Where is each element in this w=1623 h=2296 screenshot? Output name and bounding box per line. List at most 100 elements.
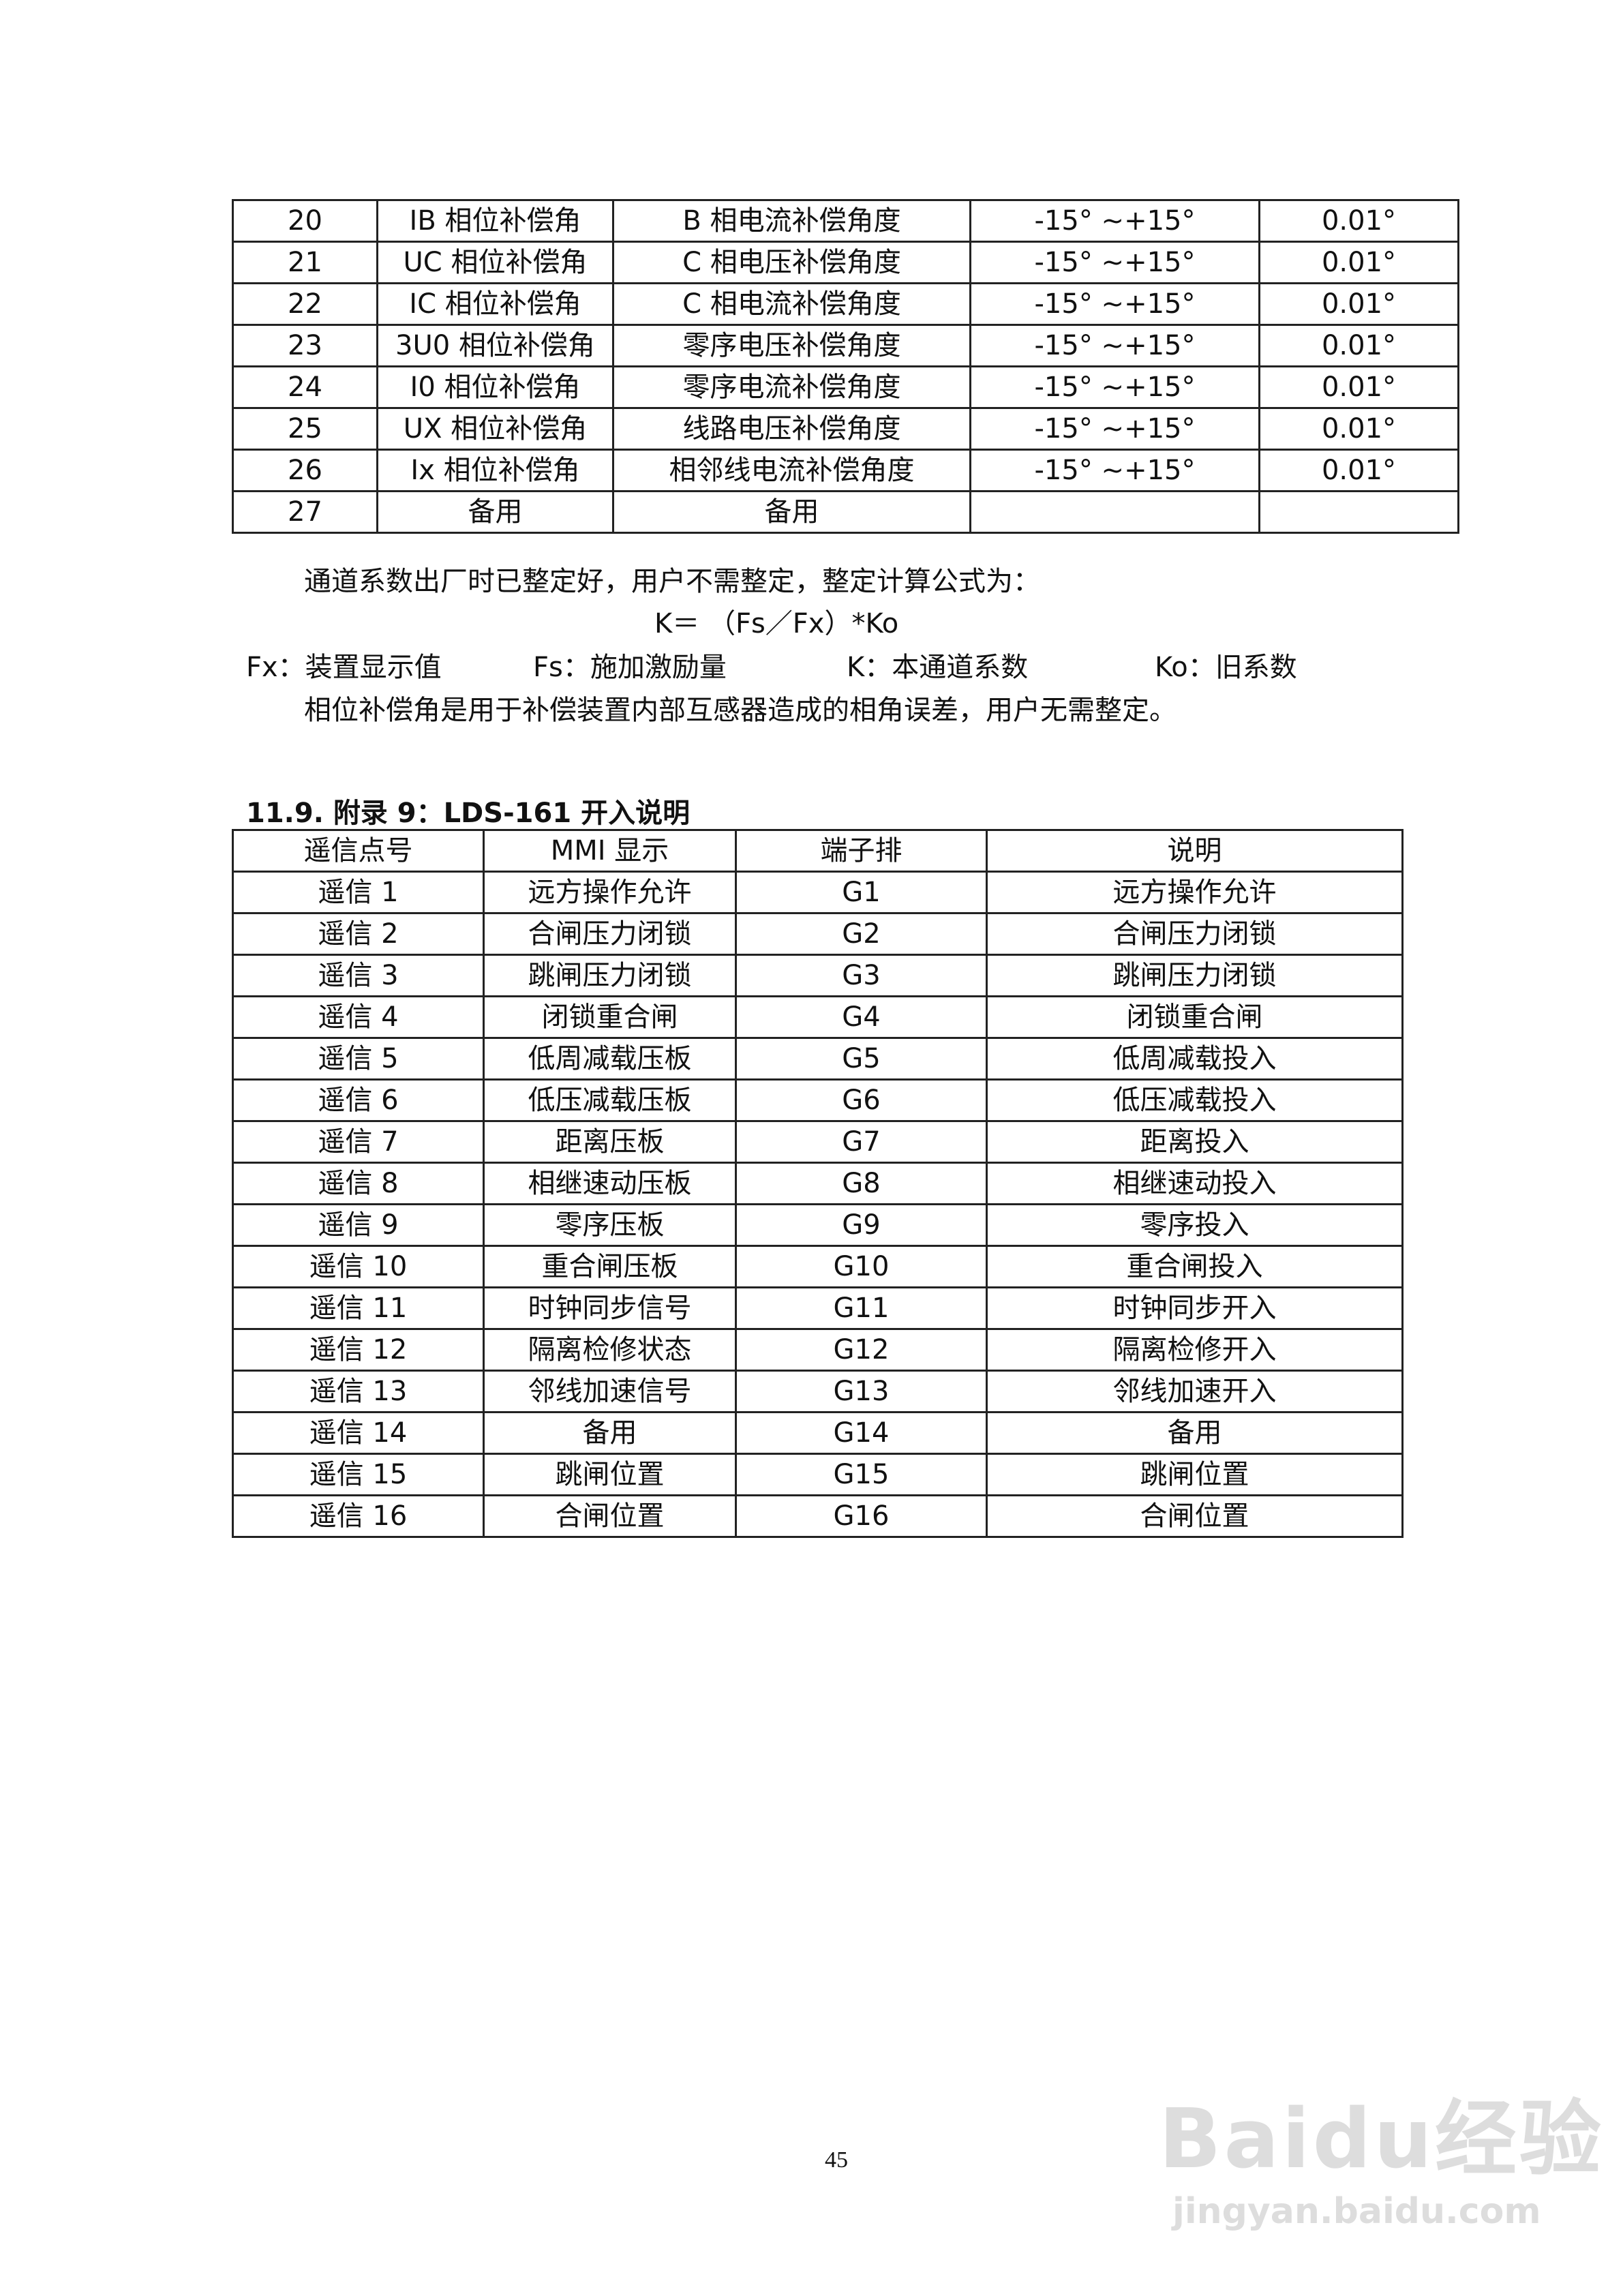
coefficient-note: 通道系数出厂时已整定好，用户不需整定，整定计算公式为：: [304, 566, 1040, 597]
table-cell: 备用: [376, 490, 614, 534]
table-row: 遥信 11 时钟同步信号 G11 时钟同步开入: [232, 1286, 1404, 1330]
table-cell: 26: [232, 449, 378, 492]
table-cell: 备用: [483, 1411, 737, 1455]
table-cell: 低压减载压板: [483, 1078, 737, 1122]
table-row: 遥信 12 隔离检修状态 G12 隔离检修开入: [232, 1328, 1404, 1372]
table-cell: 零序电流补偿角度: [612, 365, 971, 409]
table-cell: 跳闸位置: [483, 1453, 737, 1496]
table-cell: G1: [735, 871, 988, 914]
table-cell: -15° ~+15°: [969, 407, 1260, 451]
table-cell: -15° ~+15°: [969, 449, 1260, 492]
table-cell: IC 相位补偿角: [376, 282, 614, 326]
table-cell: 合闸位置: [483, 1494, 737, 1538]
table-cell: C 相电流补偿角度: [612, 282, 971, 326]
table-cell: -15° ~+15°: [969, 324, 1260, 367]
table-cell: B 相电流补偿角度: [612, 199, 971, 243]
table-cell: G16: [735, 1494, 988, 1538]
table-cell: 27: [232, 490, 378, 534]
table-cell: 遥信 5: [232, 1037, 485, 1081]
table-cell: 0.01°: [1258, 365, 1459, 409]
formula-legend-ko: Ko：旧系数: [1155, 652, 1297, 683]
table-row: 遥信 7 距离压板 G7 距离投入: [232, 1120, 1404, 1164]
table-cell: G12: [735, 1328, 988, 1372]
table-cell: 遥信 6: [232, 1078, 485, 1122]
table-cell: 距离压板: [483, 1120, 737, 1164]
table-cell: 0.01°: [1258, 241, 1459, 284]
table-row: 22 IC 相位补偿角 C 相电流补偿角度 -15° ~+15° 0.01°: [232, 282, 1459, 326]
table-cell: 21: [232, 241, 378, 284]
table-row: 遥信 4 闭锁重合闸 G4 闭锁重合闸: [232, 995, 1404, 1039]
table-cell: 合闸位置: [986, 1494, 1404, 1538]
table-row: 21 UC 相位补偿角 C 相电压补偿角度 -15° ~+15° 0.01°: [232, 241, 1459, 284]
parameter-table: 20 IB 相位补偿角 B 相电流补偿角度 -15° ~+15° 0.01° 21 UC 相…: [232, 199, 1459, 534]
table-cell: 3U0 相位补偿角: [376, 324, 614, 367]
table-cell: 遥信 10: [232, 1245, 485, 1288]
table-cell: G4: [735, 995, 988, 1039]
table-cell: 遥信 12: [232, 1328, 485, 1372]
table-cell: G11: [735, 1286, 988, 1330]
table-cell: 遥信 13: [232, 1370, 485, 1413]
table-cell: 线路电压补偿角度: [612, 407, 971, 451]
table-cell: G8: [735, 1162, 988, 1205]
table-row: 27 备用 备用: [232, 490, 1459, 534]
table-cell: 远方操作允许: [483, 871, 737, 914]
table-cell: 距离投入: [986, 1120, 1404, 1164]
table-cell: I0 相位补偿角: [376, 365, 614, 409]
table-cell: 遥信 11: [232, 1286, 485, 1330]
table-row: 20 IB 相位补偿角 B 相电流补偿角度 -15° ~+15° 0.01°: [232, 199, 1459, 243]
table-cell: G15: [735, 1453, 988, 1496]
column-header: MMI 显示: [483, 829, 737, 873]
table-cell: G14: [735, 1411, 988, 1455]
table-cell: 24: [232, 365, 378, 409]
table-cell: 跳闸位置: [986, 1453, 1404, 1496]
table-cell: 重合闸投入: [986, 1245, 1404, 1288]
table-cell: 闭锁重合闸: [986, 995, 1404, 1039]
table-cell: 22: [232, 282, 378, 326]
phase-note: 相位补偿角是用于补偿装置内部互感器造成的相角误差，用户无需整定。: [304, 695, 1177, 726]
table-cell: 闭锁重合闸: [483, 995, 737, 1039]
table-cell: G3: [735, 954, 988, 997]
table-cell: 低周减载投入: [986, 1037, 1404, 1081]
table-cell: 遥信 7: [232, 1120, 485, 1164]
table-cell: 遥信 3: [232, 954, 485, 997]
table-cell: 0.01°: [1258, 282, 1459, 326]
table-cell: 备用: [986, 1411, 1404, 1455]
table-cell: 相继速动投入: [986, 1162, 1404, 1205]
table-cell: 遥信 16: [232, 1494, 485, 1538]
page-number: 45: [825, 2147, 848, 2173]
formula-legend-k: K：本通道系数: [847, 652, 1029, 683]
table-cell: UC 相位补偿角: [376, 241, 614, 284]
table-cell: 时钟同步信号: [483, 1286, 737, 1330]
table-cell: 合闸压力闭锁: [986, 912, 1404, 956]
table-cell: Ix 相位补偿角: [376, 449, 614, 492]
table-cell: 邻线加速信号: [483, 1370, 737, 1413]
table-cell: 零序压板: [483, 1203, 737, 1247]
table-row: 遥信 14 备用 G14 备用: [232, 1411, 1404, 1455]
table-cell: 相继速动压板: [483, 1162, 737, 1205]
table-cell: 遥信 4: [232, 995, 485, 1039]
table-row: 25 UX 相位补偿角 线路电压补偿角度 -15° ~+15° 0.01°: [232, 407, 1459, 451]
table-cell: 0.01°: [1258, 407, 1459, 451]
formula: K＝ （Fs／Fx）*Ko: [654, 608, 899, 639]
column-header: 遥信点号: [232, 829, 485, 873]
table-cell: 23: [232, 324, 378, 367]
table-cell: 遥信 14: [232, 1411, 485, 1455]
column-header: 端子排: [735, 829, 988, 873]
table-cell: 遥信 2: [232, 912, 485, 956]
table-cell: -15° ~+15°: [969, 365, 1260, 409]
table-row: 遥信 15 跳闸位置 G15 跳闸位置: [232, 1453, 1404, 1496]
table-row: 遥信 5 低周减载压板 G5 低周减载投入: [232, 1037, 1404, 1081]
table-cell: 0.01°: [1258, 449, 1459, 492]
table-cell: 备用: [612, 490, 971, 534]
table-cell: IB 相位补偿角: [376, 199, 614, 243]
column-header: 说明: [986, 829, 1404, 873]
table-cell: 跳闸压力闭锁: [483, 954, 737, 997]
table-row: 遥信 9 零序压板 G9 零序投入: [232, 1203, 1404, 1247]
table-cell: 隔离检修状态: [483, 1328, 737, 1372]
table-cell: 遥信 1: [232, 871, 485, 914]
table-row: 遥信 2 合闸压力闭锁 G2 合闸压力闭锁: [232, 912, 1404, 956]
table-cell: G2: [735, 912, 988, 956]
table-header-row: 遥信点号 MMI 显示 端子排 说明: [232, 829, 1404, 873]
table-cell: G9: [735, 1203, 988, 1247]
table-cell: 重合闸压板: [483, 1245, 737, 1288]
